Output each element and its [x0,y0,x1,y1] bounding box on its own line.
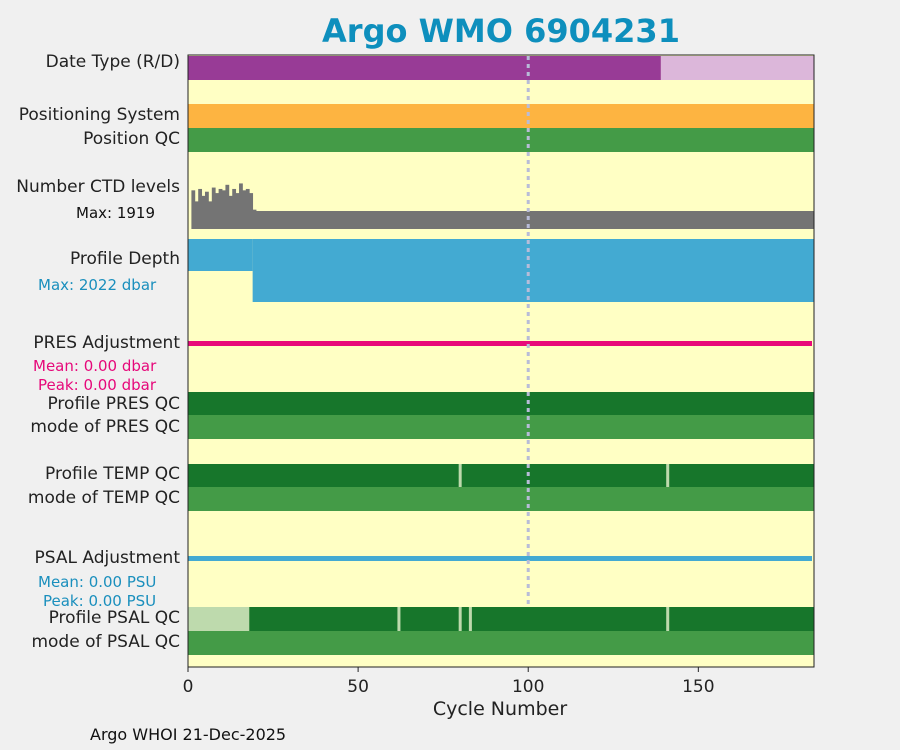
ctd-levels-bar [215,193,220,229]
ctd-levels-bar [205,191,209,229]
ctd-max-text: Max: 1919 [76,204,156,222]
label-position-qc: Position QC [83,129,180,149]
profile-depth-bar [252,239,815,302]
ctd-levels-bar [208,201,213,229]
psal-peak-text: Peak: 0.00 PSU [43,592,157,610]
axes-background [188,55,814,667]
ctd-levels-bar [198,188,203,229]
label-mode-psal-qc: mode of PSAL QC [31,632,180,652]
date-type-realtime-bar [660,56,814,80]
ctd-levels-bar [191,190,196,229]
label-profile-depth: Profile Depth [69,249,180,269]
ctd-levels-bar [235,193,240,229]
ctd-levels-bar [252,209,257,229]
ctd-levels-bar [201,195,206,229]
ctd-levels-bar [232,188,237,229]
label-pres-adjustment: PRES Adjustment [33,333,180,353]
psal-mean-text: Mean: 0.00 PSU [38,573,157,591]
temp-qc-flag-mark [458,464,462,487]
profile-psal-qc-bar [249,607,814,631]
label-profile-temp-qc: Profile TEMP QC [45,464,180,484]
profile-depth-shallow-bar [188,239,253,271]
ctd-levels-bar [256,211,815,229]
ctd-levels-bar [218,188,223,229]
ctd-levels-bar [245,188,250,229]
pres-adjustment-line [188,341,812,346]
ctd-levels-bar [194,201,199,229]
psal-qc-flag-mark [397,607,401,631]
mode-temp-qc-bar [188,487,814,511]
x-tick-label: 150 [682,677,714,697]
mode-psal-qc-bar [188,631,814,655]
label-mode-pres-qc: mode of PRES QC [30,417,180,437]
ctd-levels-bar [249,193,254,229]
label-date-type: Date Type (R/D) [45,52,180,72]
depth-max-text: Max: 2022 dbar [38,276,157,294]
label-psal-adjustment: PSAL Adjustment [34,548,180,568]
psal-qc-flag-mark [458,607,462,631]
x-axis-label: Cycle Number [432,698,568,720]
ctd-levels-bar [239,183,243,229]
label-positioning-system: Positioning System [18,105,180,125]
credit-text: Argo WHOI 21-Dec-2025 [90,725,287,744]
x-tick-label: 0 [183,677,194,697]
mode-pres-qc-bar [188,415,814,439]
profile-pres-qc-bar [188,392,814,415]
x-tick-label: 50 [347,677,369,697]
label-profile-psal-qc: Profile PSAL QC [48,608,180,628]
label-ctd-levels: Number CTD levels [16,177,180,197]
psal-qc-flag-mark [666,607,670,631]
ctd-levels-bar [222,190,226,229]
ctd-levels-bar [228,195,233,229]
pres-mean-text: Mean: 0.00 dbar [33,357,157,375]
positioning-system-bar [188,104,814,128]
ctd-levels-bar [225,184,230,229]
axes-frame [187,54,815,668]
label-mode-temp-qc: mode of TEMP QC [27,488,180,508]
ctd-levels-bar [242,190,247,229]
profile-psal-qc-light-bar [188,607,250,631]
label-profile-pres-qc: Profile PRES QC [47,394,180,414]
position-qc-bar [188,128,814,152]
date-type-delayed-bar [188,56,661,80]
ctd-levels-bar [211,187,216,229]
profile-temp-qc-bar [188,464,814,487]
psal-qc-flag-mark [468,607,472,631]
pres-peak-text: Peak: 0.00 dbar [38,376,157,394]
x-tick-label: 100 [512,677,544,697]
psal-adjustment-line [188,556,812,561]
temp-qc-flag-mark [666,464,670,487]
chart-title: Argo WMO 6904231 [322,12,680,50]
